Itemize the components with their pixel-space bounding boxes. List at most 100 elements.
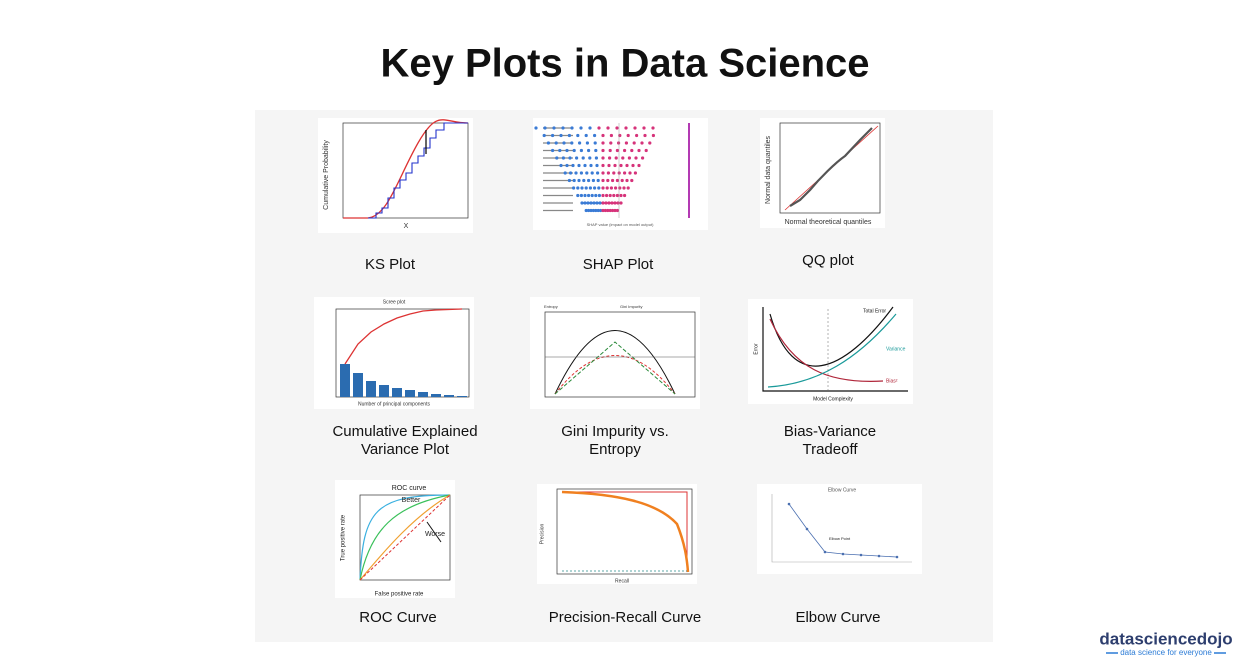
caption: Elbow Curve [795,609,880,626]
dot [597,186,601,190]
dot [614,156,618,160]
dot [585,141,589,145]
curve [359,494,451,581]
dot [601,178,605,183]
dot [597,126,601,130]
dot [605,193,609,198]
dot [592,201,596,205]
curve [554,341,676,395]
dot [613,201,617,205]
dot [615,148,619,153]
dot [588,186,592,190]
dot [601,193,605,198]
dot [591,178,595,183]
dot [609,186,613,190]
dot [606,126,610,130]
dot [576,133,580,138]
dot [612,193,616,198]
dot [599,208,603,213]
dot [618,133,622,138]
thumbnail: Scree plot Number of principal components [314,297,474,409]
thumbnail-label: Better [402,497,421,504]
dot [643,133,647,138]
dot [551,133,555,138]
dot [641,156,645,160]
thumbnail-label: Error [753,343,759,354]
curve [771,494,912,563]
dot [588,156,592,160]
dot [787,502,791,506]
dot [589,208,593,213]
dot [604,201,608,205]
dot [619,163,623,168]
dot [606,171,610,175]
dot [578,141,582,145]
thumbnail: SHAP value (impact on model output) [533,118,708,230]
dot [601,201,605,205]
dot [601,163,605,168]
plot-frame [556,488,693,575]
dot [611,208,615,213]
dot [594,208,598,213]
dot [611,178,615,183]
curve [368,122,468,219]
dot [596,178,600,183]
dot [628,171,632,175]
logo-name: datasciencedojo [1099,629,1232,648]
dot [805,527,809,531]
dot [594,193,598,198]
plot-frame [342,122,469,219]
dot [590,193,594,198]
curve [561,490,690,573]
dot [551,148,555,153]
dot [633,171,637,175]
dot [591,208,595,213]
dot [612,171,616,175]
thumbnail-label: X [404,223,409,230]
dot [587,193,591,198]
curve [554,355,676,395]
dot [552,126,556,130]
bar [418,392,428,397]
dot [601,133,605,138]
dot [567,178,571,183]
dot [895,555,899,559]
dot [596,208,600,213]
thumbnail-label: Scree plot [383,299,406,305]
dot [534,126,538,130]
dot [630,178,634,183]
dot [593,141,597,145]
curve [359,494,451,581]
dot [568,156,572,160]
bar [405,390,415,397]
dot [601,171,605,175]
dot [589,201,593,205]
dot [580,201,584,205]
dot [859,553,863,557]
dot [623,148,627,153]
dot [601,141,605,145]
thumbnail-label: Entropy [544,304,558,309]
dot [565,148,569,153]
dot [607,163,611,168]
thumbnail-label: Number of principal components [358,401,430,407]
thumbnail-background [757,484,922,574]
dot [542,133,546,138]
curve [344,308,463,365]
dot [554,141,558,145]
dot [624,126,628,130]
dot [841,552,845,556]
dot [613,163,617,168]
dot [577,178,581,183]
dot [583,193,587,198]
dot [613,208,617,213]
dot [579,171,583,175]
dot [603,208,607,213]
dot [597,193,601,198]
curve [343,119,469,219]
thumbnail-label: Recall [615,578,629,584]
dot [589,163,593,168]
dot [614,186,618,190]
dot [632,141,636,145]
curve [426,521,442,543]
